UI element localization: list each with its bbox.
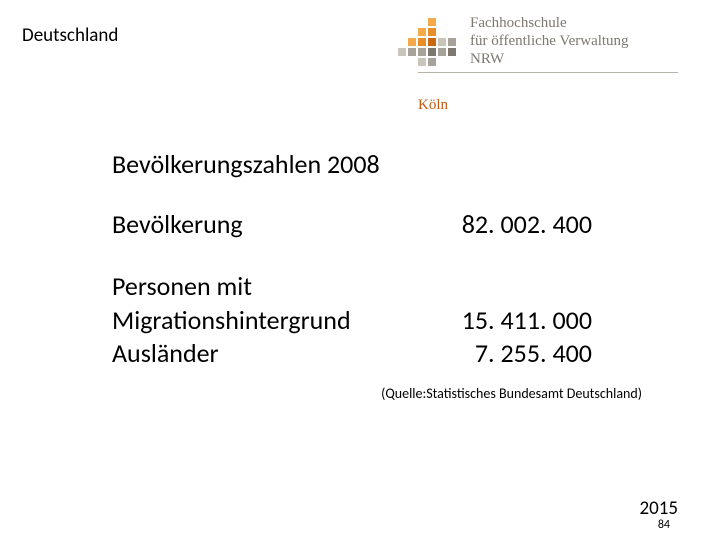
content-block: Bevölkerungszahlen 2008 Bevölkerung 82. … — [112, 148, 612, 402]
slide: Deutschland Fachhochschule für öffentlic… — [0, 0, 720, 540]
institution-logo-block: Fachhochschule für öffentliche Verwaltun… — [398, 14, 678, 114]
row-label: Ausländer — [112, 337, 432, 371]
institution-line3: NRW — [470, 50, 629, 68]
content-subtitle: Bevölkerungszahlen 2008 — [112, 148, 612, 180]
page-header: Deutschland — [22, 24, 118, 47]
institution-name: Fachhochschule für öffentliche Verwaltun… — [470, 14, 629, 68]
divider — [418, 72, 678, 73]
institution-city: Köln — [418, 97, 678, 114]
row-label: Bevölkerung — [112, 208, 432, 242]
row-value — [432, 270, 592, 304]
row-value: 15. 411. 000 — [432, 304, 592, 338]
row-label: Migrationshintergrund — [112, 304, 432, 338]
footer-page-number: 84 — [658, 518, 670, 532]
footer-year: 2015 — [639, 497, 678, 520]
row-value: 7. 255. 400 — [432, 337, 592, 371]
source-citation: (Quelle:Statistisches Bundesamt Deutschl… — [112, 385, 642, 402]
logo-squares-icon — [398, 18, 456, 66]
data-row: Personen mit — [112, 270, 612, 304]
institution-line2: für öffentliche Verwaltung — [470, 32, 629, 50]
data-row: Ausländer 7. 255. 400 — [112, 337, 612, 371]
data-row: Bevölkerung 82. 002. 400 — [112, 208, 612, 242]
institution-line1: Fachhochschule — [470, 14, 629, 32]
row-label: Personen mit — [112, 270, 432, 304]
data-row: Migrationshintergrund 15. 411. 000 — [112, 304, 612, 338]
row-value: 82. 002. 400 — [432, 208, 592, 242]
